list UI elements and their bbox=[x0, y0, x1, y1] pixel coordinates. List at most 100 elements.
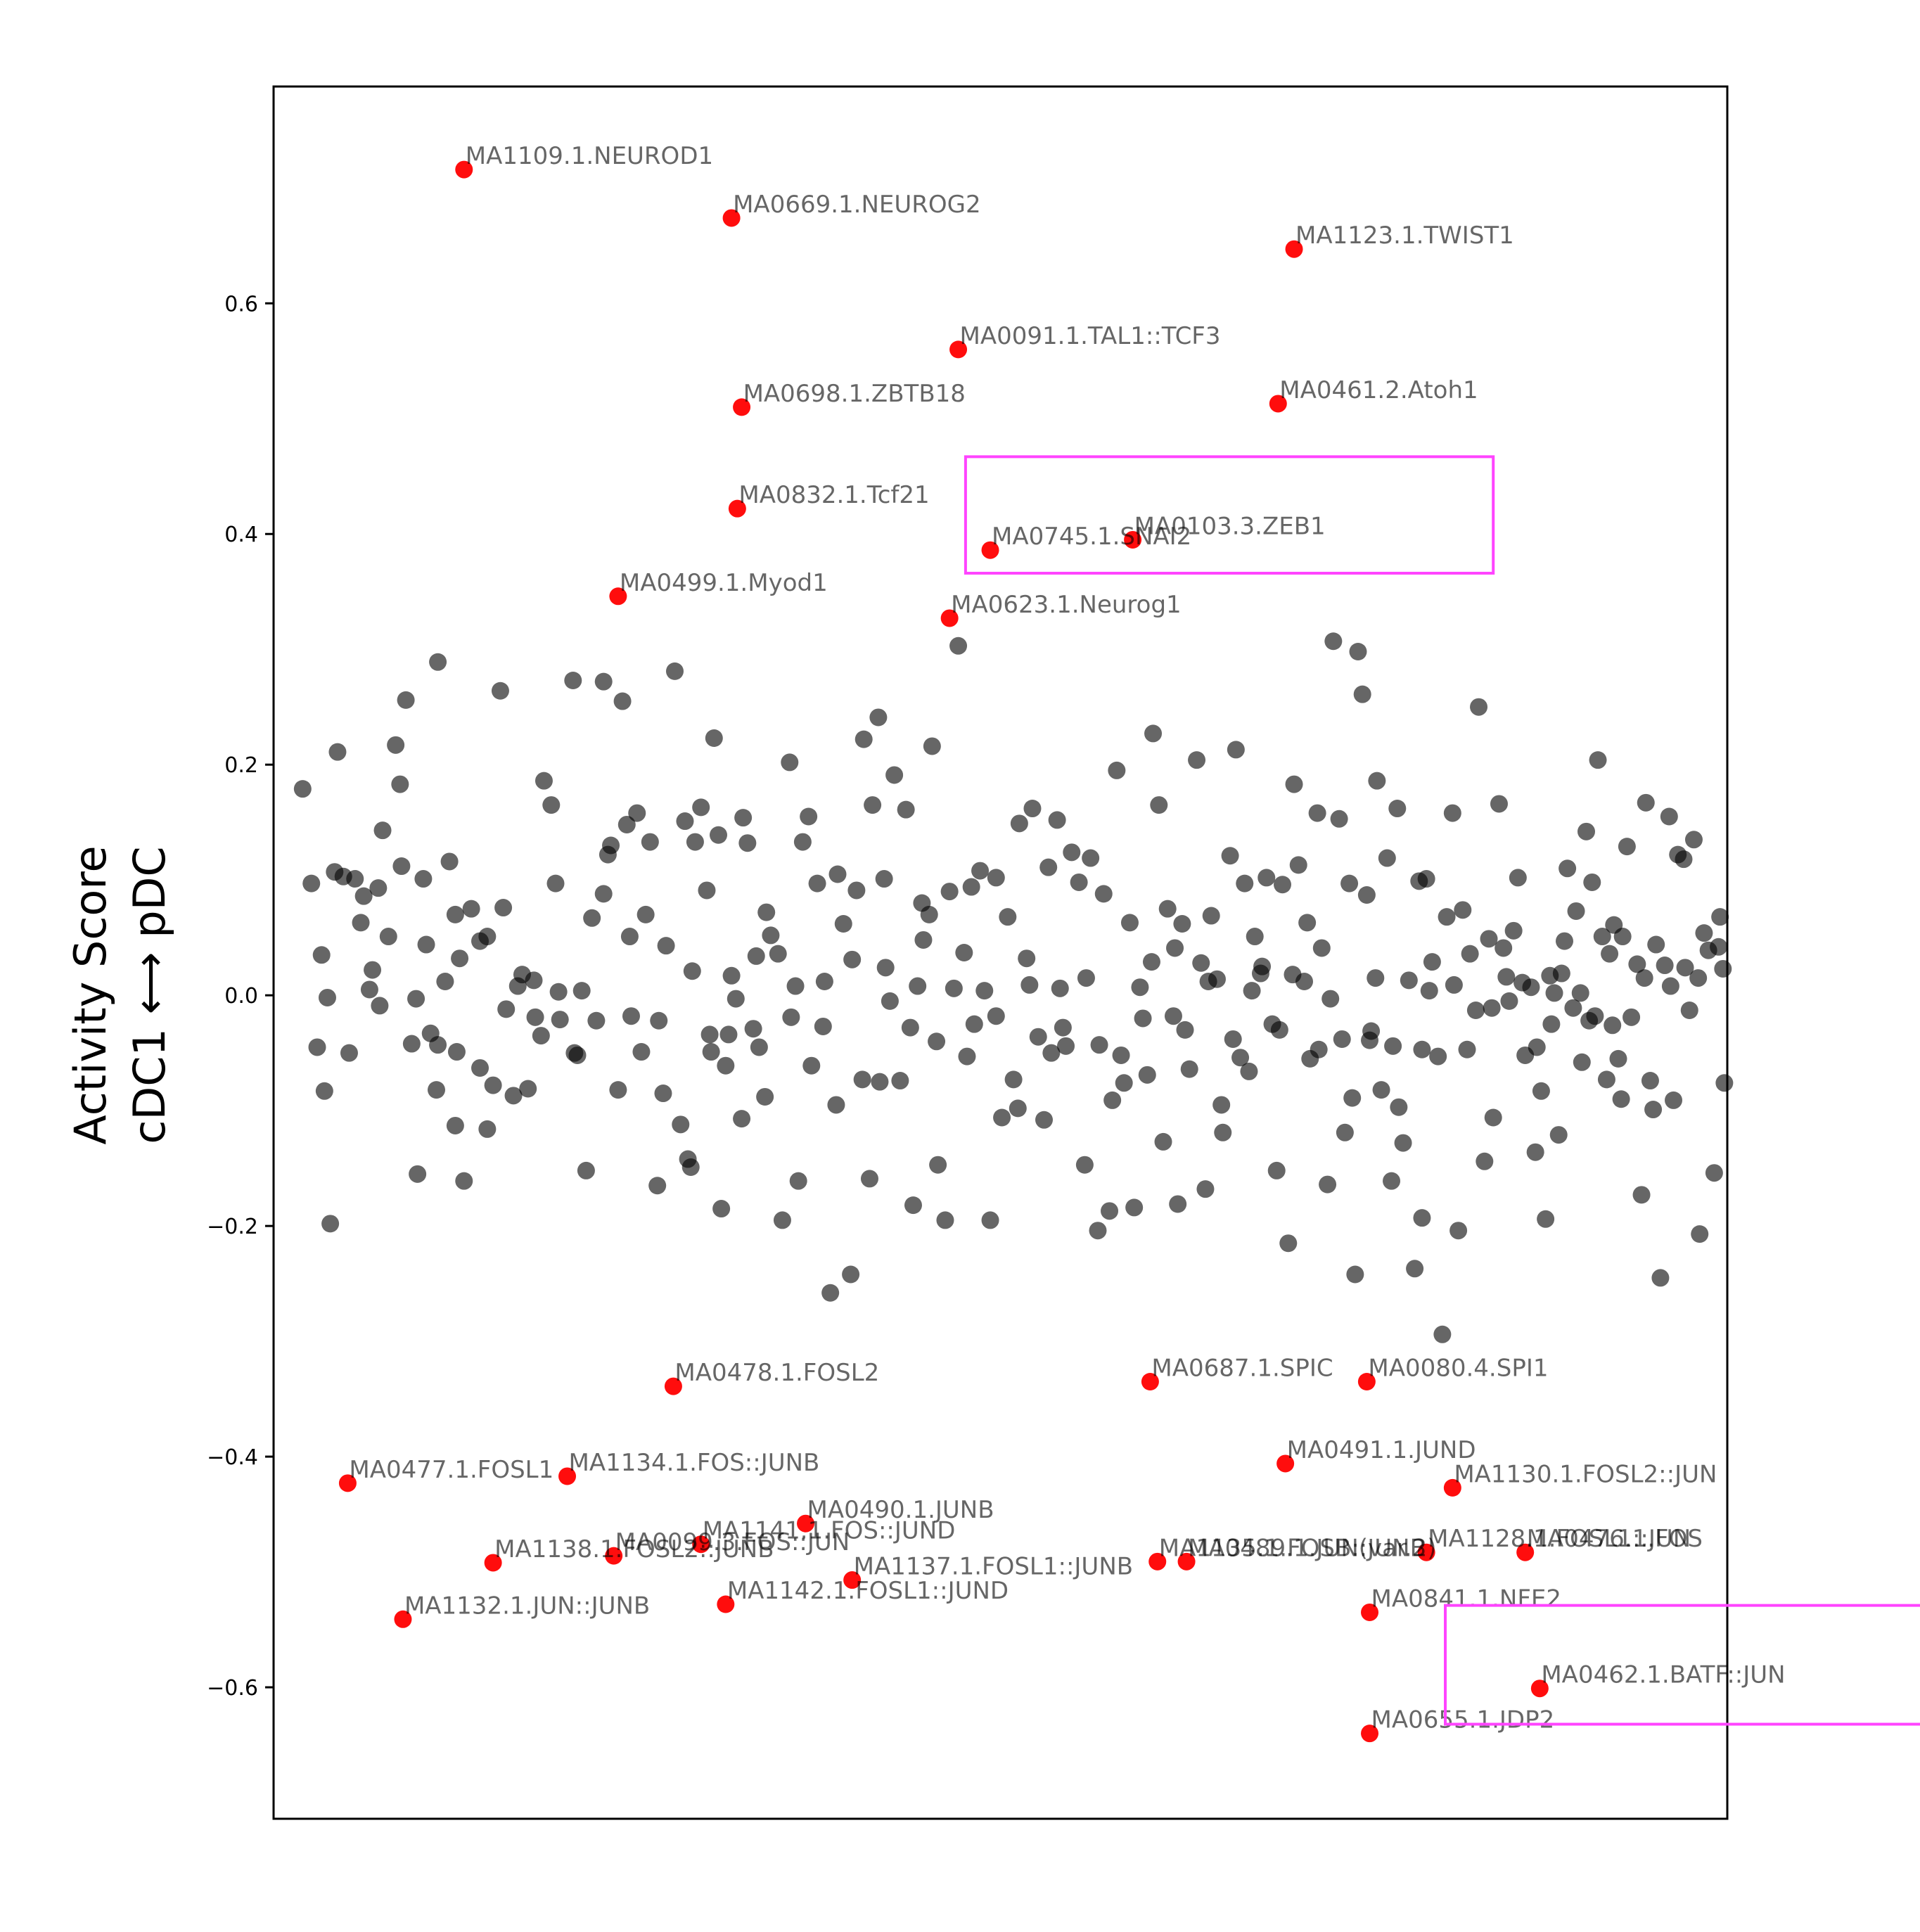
background-point bbox=[1340, 874, 1359, 893]
background-point bbox=[364, 961, 382, 979]
background-point bbox=[1310, 1040, 1328, 1058]
background-point bbox=[583, 909, 601, 927]
background-point bbox=[1641, 1072, 1659, 1090]
point-label: MA0698.1.ZBTB18 bbox=[743, 380, 966, 408]
background-point bbox=[1042, 1044, 1061, 1062]
background-point bbox=[1644, 1101, 1663, 1119]
point-label: MA0669.1.NEUROG2 bbox=[733, 191, 981, 219]
highlight-box bbox=[1444, 1604, 1920, 1726]
background-point bbox=[1144, 724, 1163, 743]
highlighted-points bbox=[338, 160, 1549, 1743]
background-point bbox=[875, 870, 893, 888]
background-point bbox=[1324, 632, 1343, 651]
background-point bbox=[828, 865, 847, 883]
background-point bbox=[1319, 1175, 1337, 1194]
point-label: MA0499.1.Myod1 bbox=[620, 569, 828, 597]
highlighted-point bbox=[1269, 395, 1287, 413]
highlighted-point bbox=[733, 398, 751, 416]
background-point bbox=[1180, 1060, 1198, 1078]
background-point bbox=[1253, 957, 1272, 975]
background-point bbox=[1476, 1152, 1494, 1170]
point-label: MA1135.1.FOSB::JUNB bbox=[1159, 1534, 1426, 1562]
point-label: MA1141.1.FOS::JUND bbox=[703, 1517, 956, 1545]
background-point bbox=[1138, 1066, 1156, 1084]
point-label: MA1109.1.NEUROD1 bbox=[466, 142, 713, 170]
background-point bbox=[700, 1025, 719, 1044]
background-point bbox=[864, 796, 882, 814]
background-point bbox=[1131, 978, 1149, 997]
point-label: MA1130.1.FOSL2::JUN bbox=[1454, 1460, 1717, 1488]
background-point bbox=[1378, 849, 1396, 867]
point-labels: MA1109.1.NEUROD1 MA0669.1.NEUROG2 MA1123.1… bbox=[349, 142, 1785, 1734]
background-point bbox=[1413, 1040, 1431, 1058]
background-point bbox=[546, 874, 565, 893]
background-point bbox=[1528, 1038, 1546, 1056]
background-point bbox=[549, 983, 568, 1001]
background-point bbox=[641, 833, 659, 851]
background-point bbox=[936, 1211, 954, 1229]
y-tick-label: −0.6 bbox=[207, 1676, 258, 1701]
background-point bbox=[1321, 990, 1340, 1008]
background-point bbox=[722, 966, 741, 985]
background-point bbox=[471, 1058, 489, 1077]
background-point bbox=[1597, 1070, 1615, 1089]
background-point bbox=[328, 743, 347, 761]
background-point bbox=[471, 932, 489, 950]
background-point bbox=[928, 1032, 946, 1051]
point-label: MA0478.1.FOSL2 bbox=[674, 1359, 879, 1387]
background-point bbox=[786, 977, 805, 995]
background-point bbox=[1070, 873, 1088, 891]
background-point bbox=[773, 1211, 791, 1229]
highlighted-point bbox=[722, 209, 741, 227]
background-point bbox=[1236, 874, 1254, 893]
background-point bbox=[1711, 908, 1729, 926]
background-point bbox=[993, 1108, 1011, 1127]
y-axis-label-line1: Activity Score bbox=[65, 845, 116, 1144]
background-point bbox=[929, 1156, 947, 1174]
background-point bbox=[484, 1076, 502, 1094]
background-point bbox=[577, 1161, 595, 1179]
background-point bbox=[609, 1081, 627, 1099]
highlighted-point bbox=[605, 1547, 623, 1565]
background-point bbox=[1552, 964, 1570, 983]
highlighted-point bbox=[1361, 1725, 1379, 1743]
background-point bbox=[1623, 1008, 1641, 1026]
background-point bbox=[1298, 914, 1317, 932]
background-point bbox=[712, 1200, 731, 1218]
highlighted-point bbox=[1417, 1543, 1435, 1561]
background-point bbox=[1559, 859, 1577, 878]
background-point bbox=[847, 881, 866, 900]
highlighted-point bbox=[664, 1377, 682, 1395]
background-point bbox=[594, 672, 613, 691]
background-point bbox=[436, 972, 454, 990]
background-point bbox=[1537, 1210, 1555, 1228]
highlighted-point bbox=[1361, 1603, 1379, 1621]
background-point bbox=[1637, 793, 1655, 812]
background-point bbox=[1112, 1046, 1130, 1064]
background-point bbox=[1231, 1049, 1250, 1067]
background-point bbox=[842, 1265, 860, 1284]
background-point bbox=[999, 908, 1017, 926]
point-label: MA0080.4.SPI1 bbox=[1368, 1355, 1548, 1383]
background-point bbox=[1571, 984, 1589, 1002]
background-point bbox=[923, 737, 941, 755]
point-label: MA0461.2.Atoh1 bbox=[1279, 376, 1478, 404]
background-point bbox=[1094, 885, 1113, 903]
background-point bbox=[672, 1115, 690, 1134]
background-point bbox=[962, 878, 980, 896]
background-point bbox=[1357, 886, 1376, 904]
background-point bbox=[392, 857, 411, 876]
background-point bbox=[1526, 1143, 1544, 1161]
background-point bbox=[1390, 1098, 1408, 1116]
background-point bbox=[312, 946, 331, 964]
background-point bbox=[302, 874, 321, 893]
background-point bbox=[1196, 1180, 1215, 1198]
background-point bbox=[451, 949, 469, 968]
background-point bbox=[622, 1007, 640, 1025]
background-point bbox=[542, 796, 561, 814]
background-point bbox=[1257, 869, 1276, 887]
background-point bbox=[665, 662, 684, 680]
background-point bbox=[821, 1284, 840, 1302]
highlighted-point bbox=[1516, 1543, 1535, 1561]
